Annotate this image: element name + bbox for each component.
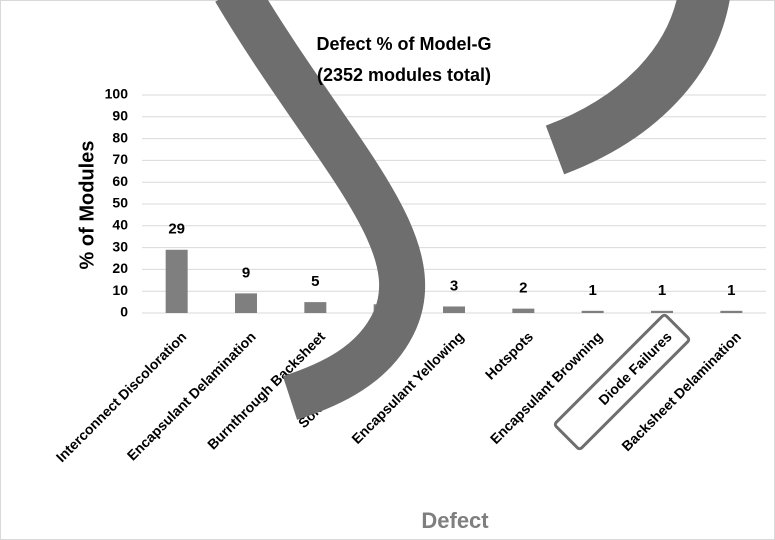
chart-title: Defect % of Model-G [316,34,491,54]
bar [443,306,465,313]
bar [582,311,604,313]
y-tick-label: 30 [112,238,128,254]
value-label: 5 [311,273,319,290]
value-label: 29 [168,221,185,238]
y-tick-label: 100 [105,86,129,102]
y-tick-label: 80 [112,129,128,145]
value-label: 2 [519,280,527,297]
bar [166,250,188,313]
y-tick-label: 70 [112,151,128,167]
value-label: 1 [727,282,735,299]
y-axis-title: % of Modules [76,141,98,270]
value-label: 9 [242,264,250,281]
y-tick-label: 90 [112,108,128,124]
y-tick-label: 20 [112,260,128,276]
value-label: 3 [450,277,458,294]
y-tick-label: 0 [120,304,128,320]
chart-subtitle: (2352 modules total) [317,65,491,85]
y-tick-label: 50 [112,195,128,211]
bar [720,311,742,313]
chart: 0102030405060708090100Interconnect Disco… [0,0,775,540]
x-axis-title: Defect [421,508,489,533]
bar [304,302,326,313]
value-label: 1 [588,282,596,299]
y-tick-label: 60 [112,173,128,189]
y-tick-label: 10 [112,282,128,298]
value-label: 1 [658,282,666,299]
y-tick-label: 40 [112,217,128,233]
bar [235,293,257,313]
bar [512,309,534,313]
bar [651,311,673,313]
